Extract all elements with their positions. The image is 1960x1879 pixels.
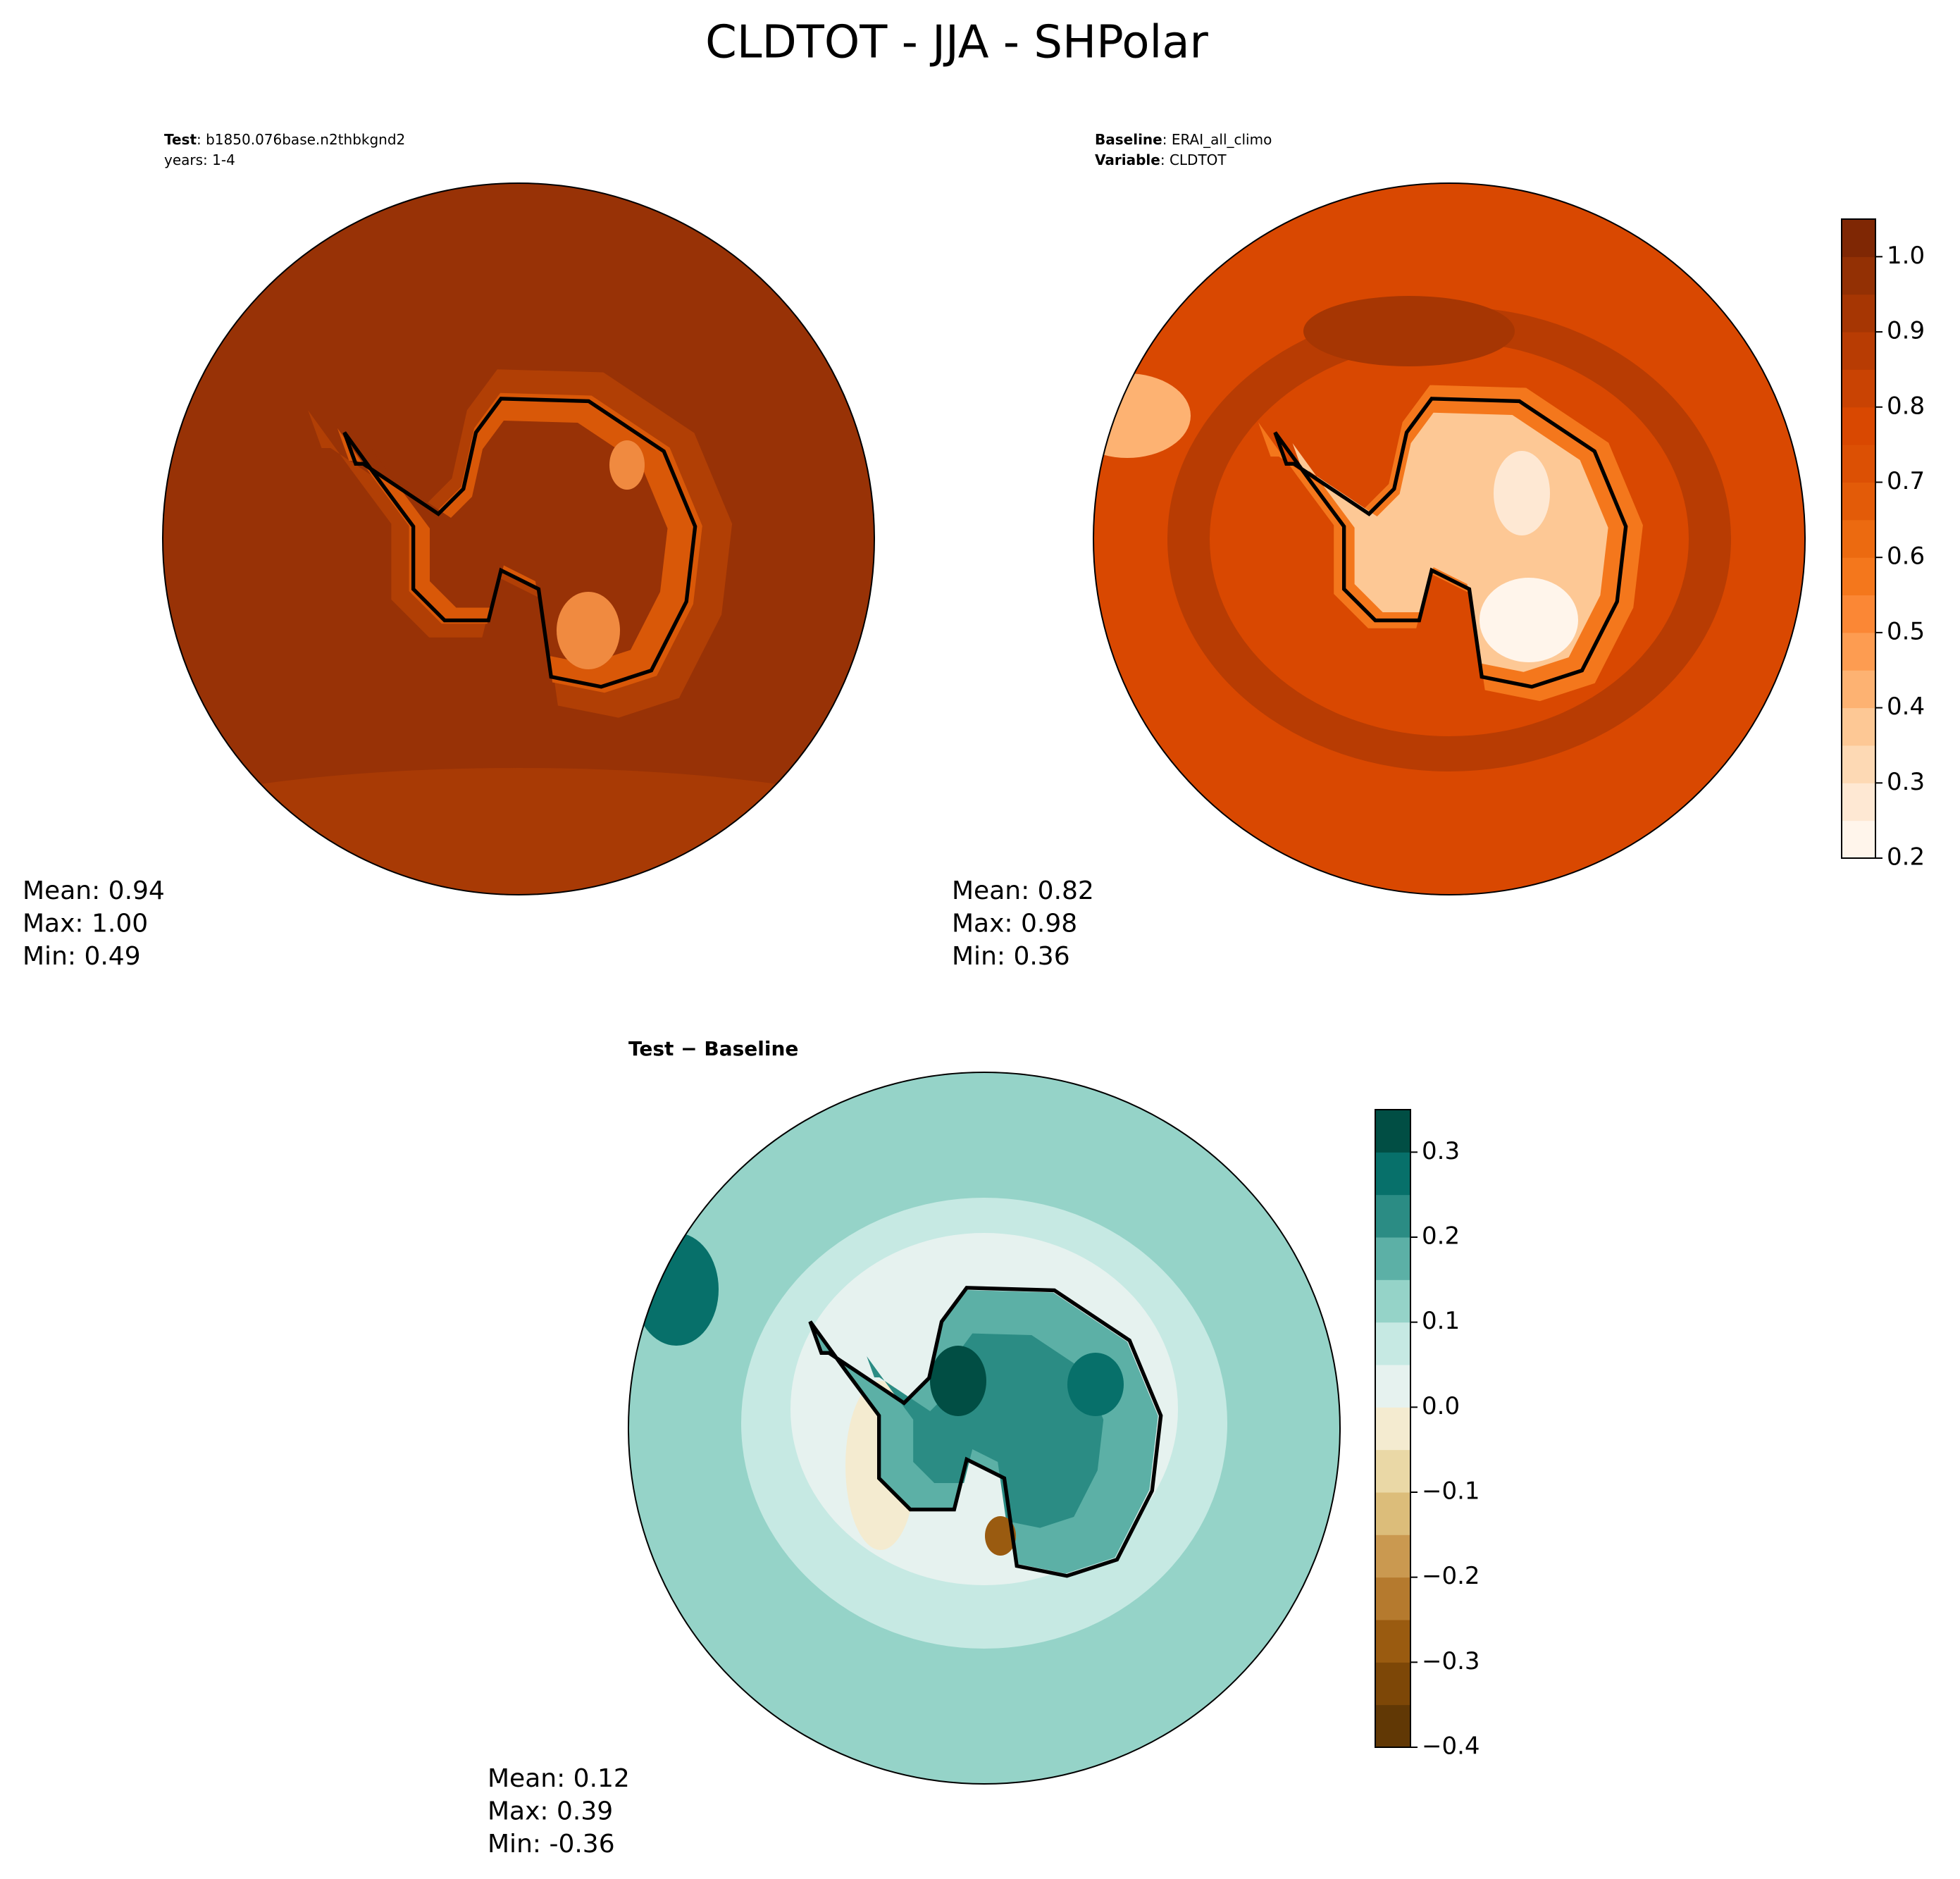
header-label: Baseline (1095, 131, 1162, 148)
colorbar-band (1842, 783, 1875, 821)
colorbar-frame (1841, 218, 1876, 859)
colorbar-band (1842, 294, 1875, 333)
colorbar-tick-label: −0.1 (1422, 1477, 1480, 1506)
colorbar-tick-label: 0.5 (1887, 617, 1925, 645)
header-label: Variable (1095, 151, 1160, 168)
colorbar-band (1842, 632, 1875, 671)
colorbar-band (1375, 1662, 1410, 1706)
colorbar-band (1842, 482, 1875, 521)
colorbar-band (1375, 1704, 1410, 1748)
colorbar-band (1375, 1577, 1410, 1620)
colorbar-tick-label: 0.3 (1887, 768, 1925, 796)
panel-stat: Mean: 0.94 (23, 876, 165, 905)
colorbar-band (1375, 1110, 1410, 1153)
colorbar-tick-label: 0.0 (1422, 1392, 1460, 1420)
colorbar-band (1842, 745, 1875, 783)
panel-header: Variable: CLDTOT (1095, 151, 1227, 168)
header-text: years: 1-4 (164, 151, 235, 168)
figure-title: CLDTOT - JJA - SHPolar (705, 17, 1208, 69)
colorbar-tick-label: −0.3 (1422, 1647, 1480, 1675)
panel-header: years: 1-4 (164, 151, 235, 168)
colorbar-band (1842, 445, 1875, 483)
map-baseline (1093, 183, 1805, 895)
colorbar-tick-label: 0.2 (1422, 1222, 1460, 1251)
panel-stat: Min: -0.36 (488, 1830, 615, 1859)
colorbar-frame (1375, 1109, 1411, 1748)
colorbar-band (1842, 407, 1875, 445)
colorbar-band (1375, 1492, 1410, 1535)
colorbar-band (1375, 1365, 1410, 1408)
colorbar-tick-label: 0.9 (1887, 317, 1925, 345)
colorbar-tick-label: −0.4 (1422, 1732, 1480, 1761)
panel-stat: Mean: 0.12 (488, 1764, 630, 1793)
map-test (163, 183, 874, 895)
colorbar-band (1375, 1152, 1410, 1196)
colorbar-band (1375, 1279, 1410, 1323)
map-frame (162, 182, 875, 895)
colorbar-tick-label: 0.7 (1887, 467, 1925, 495)
colorbar-band (1375, 1322, 1410, 1365)
colorbar-band (1842, 670, 1875, 709)
panel-stat: Max: 1.00 (23, 910, 148, 938)
map-difference (628, 1072, 1340, 1784)
colorbar-tick-label: 0.1 (1422, 1307, 1460, 1335)
colorbar-tick-label: 1.0 (1887, 242, 1925, 270)
colorbar-band (1375, 1194, 1410, 1238)
colorbar-band (1375, 1237, 1410, 1280)
colorbar-band (1842, 595, 1875, 633)
colorbar-band (1375, 1449, 1410, 1493)
colorbar-tick-label: −0.2 (1422, 1562, 1480, 1590)
colorbar-band (1842, 369, 1875, 408)
colorbar-tick-label: 0.3 (1422, 1137, 1460, 1165)
colorbar-band (1842, 557, 1875, 596)
colorbar-tick-label: 0.4 (1887, 693, 1925, 721)
colorbar-band (1375, 1407, 1410, 1451)
map-frame (628, 1072, 1341, 1785)
colorbar-tick-label: 0.2 (1887, 843, 1925, 872)
colorbar-tick-label: 0.6 (1887, 542, 1925, 571)
header-text: : b1850.076base.n2thbkgnd2 (197, 131, 405, 148)
header-label: Test (164, 131, 197, 148)
panel-header: Test − Baseline (628, 1037, 798, 1060)
colorbar-band (1842, 820, 1875, 859)
panel-stat: Mean: 0.82 (952, 876, 1094, 905)
header-label: Test − Baseline (628, 1037, 798, 1060)
panel-stat: Max: 0.98 (952, 910, 1077, 938)
panel-header: Baseline: ERAI_all_climo (1095, 131, 1272, 148)
colorbar-band (1375, 1534, 1410, 1578)
panel-header: Test: b1850.076base.n2thbkgnd2 (164, 131, 405, 148)
colorbar-band (1375, 1620, 1410, 1663)
colorbar-band (1842, 519, 1875, 558)
map-frame (1093, 182, 1806, 895)
panel-stat: Min: 0.49 (23, 942, 141, 971)
colorbar-band (1842, 256, 1875, 295)
colorbar-band (1842, 332, 1875, 370)
colorbar-band (1842, 707, 1875, 746)
header-text: : CLDTOT (1160, 151, 1227, 168)
panel-stat: Min: 0.36 (952, 942, 1070, 971)
colorbar-band (1842, 219, 1875, 257)
header-text: : ERAI_all_climo (1162, 131, 1272, 148)
colorbar-tick-label: 0.8 (1887, 392, 1925, 420)
panel-stat: Max: 0.39 (488, 1797, 613, 1826)
